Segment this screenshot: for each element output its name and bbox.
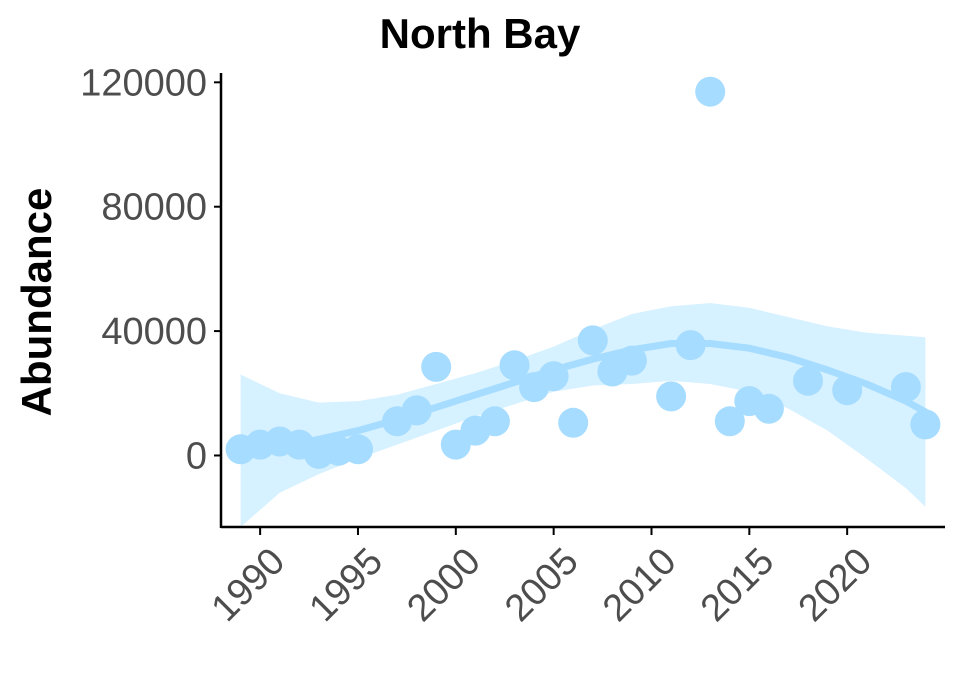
- y-axis-ticks: 0 40000 80000 120000: [80, 62, 221, 477]
- data-point: [401, 395, 432, 426]
- y-tick-label: 120000: [80, 62, 207, 104]
- y-tick-label: 80000: [101, 187, 207, 229]
- x-tick-label: 1995: [302, 540, 391, 629]
- data-point: [675, 330, 706, 361]
- x-tick-label: 2010: [595, 540, 684, 629]
- data-point: [421, 351, 452, 382]
- y-tick-label: 0: [186, 435, 207, 477]
- x-tick-label: 2005: [497, 540, 586, 629]
- data-point: [577, 325, 608, 356]
- data-point: [656, 381, 687, 412]
- data-points: [225, 76, 941, 469]
- x-tick-label: 2020: [791, 540, 880, 629]
- plot-area: [225, 76, 941, 527]
- data-point: [479, 406, 510, 437]
- data-point: [616, 345, 647, 376]
- data-point: [695, 76, 726, 107]
- x-tick-label: 1990: [204, 540, 293, 629]
- data-point: [343, 434, 373, 465]
- data-point: [793, 365, 823, 396]
- data-point: [499, 350, 530, 381]
- data-point: [832, 375, 863, 406]
- x-tick-label: 2000: [399, 540, 488, 629]
- x-axis-ticks: 1990 1995 2000 2005 2010 2015 2020: [204, 527, 880, 630]
- confidence-ribbon: [240, 303, 926, 527]
- data-point: [890, 372, 921, 403]
- y-axis-label: Abundance: [13, 188, 60, 417]
- data-point: [714, 406, 745, 437]
- smooth-trend-line: [237, 340, 929, 455]
- y-tick-label: 40000: [101, 311, 207, 353]
- data-point: [910, 409, 941, 440]
- chart-title: North Bay: [380, 10, 581, 57]
- data-point: [558, 407, 589, 438]
- data-point: [753, 393, 784, 424]
- data-point: [538, 361, 569, 392]
- x-tick-label: 2015: [693, 540, 782, 629]
